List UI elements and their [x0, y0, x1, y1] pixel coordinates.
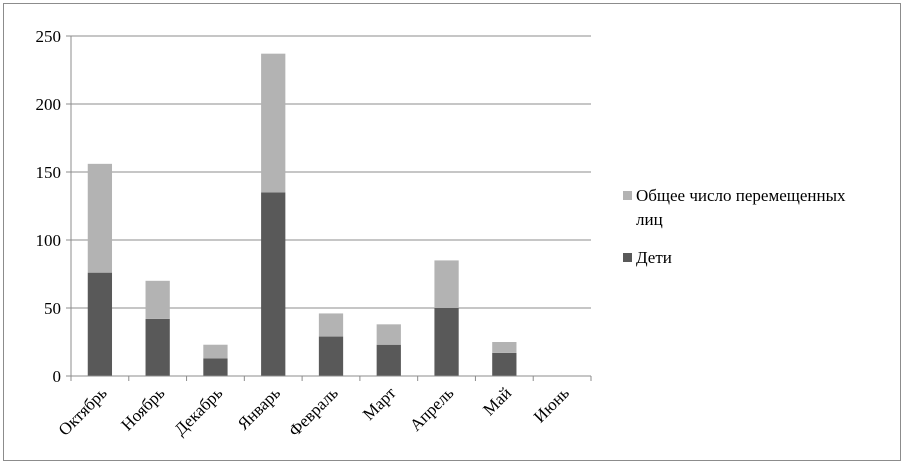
bar-segment — [318, 313, 344, 337]
bar-segment — [318, 336, 344, 376]
axes — [66, 35, 592, 381]
bar-segment — [261, 192, 286, 376]
x-tick-label: Ноябрь — [117, 383, 168, 434]
bars — [87, 53, 517, 376]
x-tick-label: Март — [359, 383, 400, 424]
legend: Общее число перемещенных лиц Дети — [623, 186, 846, 267]
bar-segment — [87, 272, 113, 376]
x-tick-label: Декабрь — [171, 383, 227, 439]
x-tick-label: Октябрь — [55, 383, 111, 439]
chart-frame: 0 50 100 150 200 250 Октябрь Ноябрь Декабрь Янва… — [3, 3, 901, 461]
y-tick-label: 200 — [36, 95, 62, 114]
x-tick-labels: Октябрь Ноябрь Декабрь Январь Февраль Март Апр… — [55, 383, 573, 440]
x-tick-label: Январь — [234, 383, 284, 433]
y-tick-labels: 0 50 100 150 200 250 — [36, 27, 62, 386]
legend-swatch — [623, 191, 632, 200]
gridlines — [71, 35, 591, 309]
y-tick-label: 100 — [36, 231, 62, 250]
bar-segment — [376, 344, 401, 376]
x-tick-label: Июнь — [530, 383, 573, 426]
y-tick-label: 250 — [36, 27, 62, 46]
x-tick-label: Май — [479, 383, 515, 419]
bar-segment — [261, 53, 286, 193]
y-tick-label: 150 — [36, 163, 62, 182]
stacked-bar-chart: 0 50 100 150 200 250 Октябрь Ноябрь Декабрь Янва… — [36, 27, 847, 440]
y-tick-label: 0 — [53, 367, 62, 386]
bar-segment — [434, 308, 459, 376]
legend-label-cont: лиц — [636, 210, 663, 229]
bar-segment — [376, 324, 401, 345]
bar-segment — [145, 318, 170, 376]
legend-swatch — [623, 253, 632, 262]
legend-label: Дети — [636, 248, 672, 267]
y-tick-label: 50 — [44, 299, 61, 318]
bar-segment — [87, 163, 113, 273]
x-tick-label: Апрель — [406, 383, 458, 435]
bar-segment — [203, 358, 228, 376]
bar-segment — [203, 344, 228, 359]
x-tick-label: Февраль — [285, 383, 342, 440]
bar-segment — [492, 342, 517, 353]
bar-segment — [145, 280, 170, 319]
legend-label: Общее число перемещенных — [636, 186, 846, 205]
bar-segment — [434, 260, 459, 308]
bar-segment — [492, 352, 517, 376]
